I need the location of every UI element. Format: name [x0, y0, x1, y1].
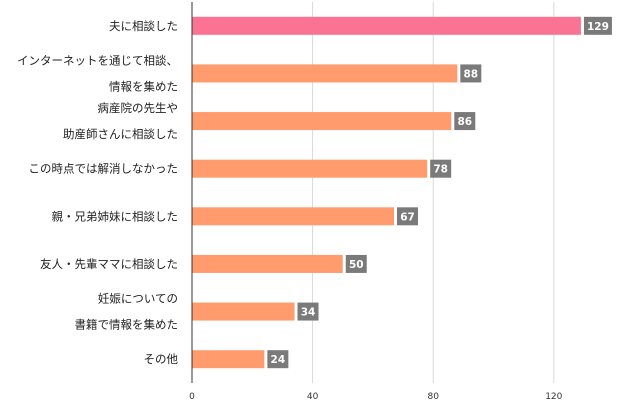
category-label: インターネットを通じて相談、	[17, 53, 178, 67]
data-label-bg	[297, 302, 319, 321]
bar	[192, 64, 458, 83]
x-tick-label: 0	[189, 392, 195, 402]
bar	[192, 112, 452, 131]
data-label-bg	[460, 64, 482, 83]
data-label-bg	[454, 112, 476, 131]
bar	[192, 159, 428, 178]
bar	[192, 207, 395, 226]
data-label: 88	[464, 68, 479, 80]
data-label-bg	[345, 254, 367, 273]
x-tick-label: 120	[545, 392, 562, 402]
data-label: 24	[271, 354, 286, 366]
data-label: 50	[349, 259, 364, 271]
bar-group: 24 その他	[144, 350, 289, 369]
data-label: 34	[301, 307, 316, 319]
category-label: 友人・先輩ママに相談した	[40, 257, 178, 271]
data-label-bg	[267, 350, 289, 369]
category-label: 親・兄弟姉妹に相談した	[52, 209, 179, 223]
data-label: 86	[457, 116, 472, 128]
category-label: 病産院の先生や	[98, 101, 179, 115]
data-label: 129	[587, 21, 609, 33]
bar	[192, 350, 265, 369]
category-label: 助産師さんに相談した	[63, 127, 178, 141]
x-tick-label: 80	[427, 392, 439, 402]
data-label-bg	[397, 207, 419, 226]
data-label: 67	[400, 211, 415, 223]
bar-group: 129 夫に相談した	[109, 16, 612, 35]
bar-group: 50 友人・先輩ママに相談した	[40, 254, 367, 273]
category-label: 妊娠についての	[98, 292, 178, 306]
category-label: 書籍で情報を集めた	[75, 318, 179, 332]
category-label: その他	[144, 352, 179, 366]
category-label: この時点では解消しなかった	[29, 162, 179, 176]
category-label: 夫に相談した	[109, 19, 178, 33]
data-label: 78	[433, 164, 448, 176]
x-tick-label: 40	[307, 392, 319, 402]
category-label: 情報を集めた	[109, 79, 178, 93]
bar	[192, 302, 295, 321]
data-label-bg	[583, 16, 612, 35]
bar	[192, 16, 581, 35]
bar-group: 78 この時点では解消しなかった	[29, 159, 452, 178]
bar-group: 88 インターネットを通じて相談、情報を集めた	[17, 53, 482, 93]
bar	[192, 254, 343, 273]
data-label-bg	[430, 159, 452, 178]
bar-group: 67 親・兄弟姉妹に相談した	[52, 207, 419, 226]
